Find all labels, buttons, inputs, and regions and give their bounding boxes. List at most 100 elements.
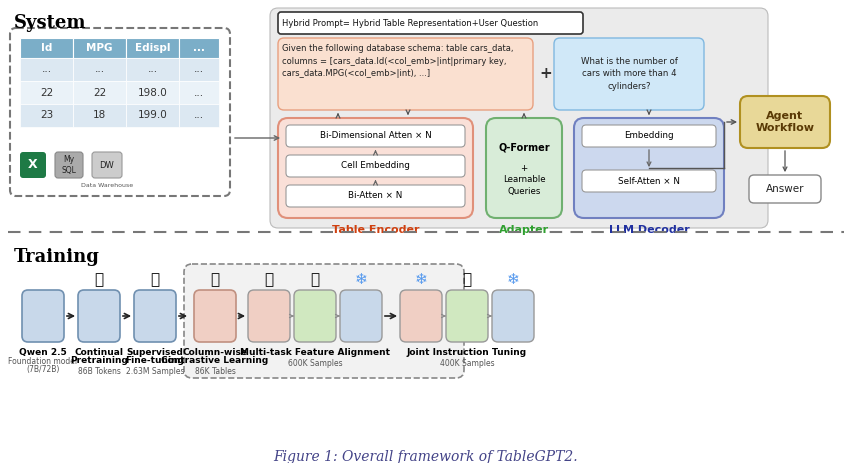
Text: Edispl: Edispl [135,43,170,53]
FancyBboxPatch shape [740,96,830,148]
Text: Continual: Continual [74,348,124,357]
Text: Bi-Atten × N: Bi-Atten × N [348,192,403,200]
FancyBboxPatch shape [554,38,704,110]
Text: 🔥: 🔥 [151,273,159,288]
Bar [126,104,179,127]
FancyBboxPatch shape [294,290,336,342]
Text: +: + [539,67,552,81]
Bar [126,81,179,104]
Text: 18: 18 [93,111,106,120]
Text: 2.63M Samples: 2.63M Samples [126,367,184,376]
Text: Qwen 2.5: Qwen 2.5 [19,348,66,357]
Text: Training: Training [14,248,100,266]
Text: Self-Atten × N: Self-Atten × N [618,176,680,186]
Text: LLM Decoder: LLM Decoder [608,225,689,235]
FancyBboxPatch shape [582,170,716,192]
Bar [73,104,126,127]
Text: Figure 1: Overall framework of TableGPT2.: Figure 1: Overall framework of TableGPT2… [273,450,579,463]
Text: Data Warehouse: Data Warehouse [81,183,133,188]
Text: ...: ... [194,111,204,120]
FancyBboxPatch shape [286,185,465,207]
Text: 198.0: 198.0 [138,88,167,98]
FancyBboxPatch shape [22,290,64,342]
Text: Multi-task Feature Alignment: Multi-task Feature Alignment [240,348,390,357]
FancyBboxPatch shape [340,290,382,342]
Text: Joint Instruction Tuning: Joint Instruction Tuning [407,348,527,357]
Bar [73,58,126,81]
Text: Contrastive Learning: Contrastive Learning [161,356,268,365]
Bar [179,104,219,127]
FancyBboxPatch shape [582,125,716,147]
Text: Given the following database schema: table cars_data,
columns = [cars_data.Id(<c: Given the following database schema: tab… [282,44,514,78]
Text: Hybrid Prompt= Hybrid Table Representation+User Question: Hybrid Prompt= Hybrid Table Representati… [282,19,538,27]
Text: Agent
Workflow: Agent Workflow [756,111,815,133]
FancyBboxPatch shape [20,152,46,178]
FancyBboxPatch shape [92,152,122,178]
Text: ❄: ❄ [354,273,367,288]
Bar [20,58,73,81]
Bar [179,38,219,58]
Text: Bi-Dimensional Atten × N: Bi-Dimensional Atten × N [320,131,431,140]
FancyBboxPatch shape [446,290,488,342]
Text: DW: DW [100,161,114,169]
Text: 🔥: 🔥 [95,273,104,288]
Text: 22: 22 [93,88,106,98]
Text: 🔥: 🔥 [210,273,220,288]
Text: 23: 23 [40,111,53,120]
Text: Pretraining: Pretraining [70,356,128,365]
Text: Foundation model: Foundation model [9,357,78,366]
Text: Cell Embedding: Cell Embedding [341,162,410,170]
Text: ...: ... [147,64,158,75]
Text: Table Encoder: Table Encoder [331,225,419,235]
FancyBboxPatch shape [248,290,290,342]
Text: Adapter: Adapter [499,225,549,235]
Bar [20,38,73,58]
Text: ...: ... [42,64,52,75]
Text: 600K Samples: 600K Samples [288,359,343,368]
Text: MPG: MPG [86,43,112,53]
FancyBboxPatch shape [270,8,768,228]
FancyBboxPatch shape [574,118,724,218]
FancyBboxPatch shape [10,28,230,196]
Text: Answer: Answer [766,184,804,194]
Text: System: System [14,14,87,32]
Text: Embedding: Embedding [625,131,674,140]
Bar [73,81,126,104]
Text: Column-wise: Column-wise [182,348,247,357]
FancyBboxPatch shape [486,118,562,218]
Text: Id: Id [41,43,52,53]
FancyBboxPatch shape [184,264,464,378]
Text: 400K Samples: 400K Samples [440,359,494,368]
FancyBboxPatch shape [286,125,465,147]
Text: 86K Tables: 86K Tables [194,367,235,376]
Text: ...: ... [194,88,204,98]
FancyBboxPatch shape [278,118,473,218]
Text: My
SQL: My SQL [61,155,77,175]
FancyBboxPatch shape [278,12,583,34]
FancyBboxPatch shape [749,175,821,203]
FancyBboxPatch shape [492,290,534,342]
Bar [126,38,179,58]
Text: ...: ... [95,64,105,75]
FancyBboxPatch shape [286,155,465,177]
Bar [20,104,73,127]
FancyBboxPatch shape [400,290,442,342]
FancyBboxPatch shape [55,152,83,178]
Bar [73,38,126,58]
Text: 🔥: 🔥 [463,273,471,288]
Text: Fine-tuning: Fine-tuning [125,356,185,365]
Text: X: X [28,158,37,171]
FancyBboxPatch shape [78,290,120,342]
Bar [20,81,73,104]
FancyBboxPatch shape [278,38,533,110]
Bar [179,58,219,81]
Text: 86B Tokens: 86B Tokens [78,367,120,376]
Text: Supervised: Supervised [127,348,183,357]
Text: What is the number of
cars with more than 4
cylinders?: What is the number of cars with more tha… [580,57,677,91]
Text: 🔥: 🔥 [264,273,273,288]
Text: ❄: ❄ [507,273,520,288]
Text: ❄: ❄ [415,273,428,288]
FancyBboxPatch shape [194,290,236,342]
Text: 199.0: 199.0 [138,111,167,120]
Text: +
Learnable
Queries: + Learnable Queries [503,164,545,195]
